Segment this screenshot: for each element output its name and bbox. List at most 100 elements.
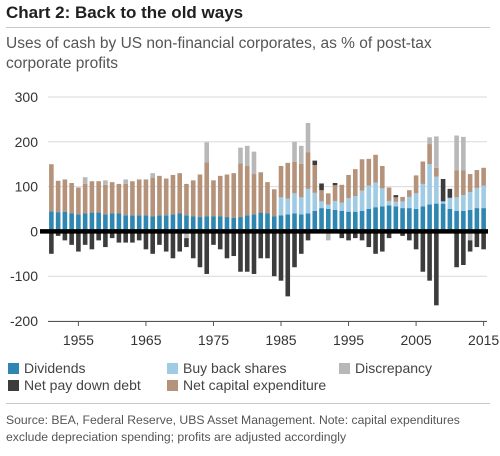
- bar-buy-back-shares-2009: [440, 201, 446, 204]
- bar-net-pay-down-debt-1967: [157, 231, 162, 245]
- bar-net-pay-down-debt-1971: [184, 238, 189, 248]
- y-axis: -200 -100 0 100 200 300: [10, 89, 38, 329]
- bar-dividends-1983: [265, 213, 270, 232]
- legend-item-dividends: Dividends: [8, 360, 85, 376]
- bar-dividends-1985: [278, 215, 284, 232]
- legend-swatch-net-capital-expenditure: [167, 380, 178, 391]
- legend-swatch-buy-back-shares: [167, 363, 178, 374]
- bar-dividends-2000: [380, 206, 385, 232]
- bar-net-capital-expenditure-1967: [157, 175, 162, 216]
- bar-dividends-2004: [407, 208, 412, 232]
- bar-discrepancy-1966: [150, 173, 155, 178]
- bar-dividends-2003: [400, 208, 405, 232]
- bar-net-capital-expenditure-1953: [62, 179, 68, 212]
- bar-buy-back-shares-2012: [461, 195, 466, 211]
- bar-buy-back-shares-1995: [346, 198, 351, 212]
- bar-buy-back-shares-1990: [312, 192, 318, 211]
- bar-buy-back-shares-1992: [325, 204, 331, 209]
- bar-buy-back-shares-1994: [339, 202, 345, 211]
- chart-legend: Dividends Buy back shares Discrepancy Ne…: [4, 355, 484, 395]
- bar-discrepancy-1979: [238, 147, 243, 164]
- bar-buy-back-shares-2015: [481, 185, 486, 209]
- bar-net-capital-expenditure-1993: [332, 185, 338, 201]
- bar-net-capital-expenditure-1992: [325, 193, 331, 205]
- bar-net-pay-down-debt-1991: [319, 183, 324, 191]
- bar-net-pay-down-debt-1974: [204, 231, 210, 274]
- bar-net-capital-expenditure-2008: [434, 167, 439, 177]
- legend-item-buy-back-shares: Buy back shares: [167, 360, 287, 376]
- bar-discrepancy-1992: [325, 231, 331, 241]
- bar-net-pay-down-debt-1972: [190, 231, 196, 259]
- bar-net-capital-expenditure-1998: [366, 158, 372, 186]
- bar-net-pay-down-debt-1962: [123, 231, 128, 243]
- bar-dividends-1995: [346, 211, 351, 232]
- bar-net-capital-expenditure-1971: [184, 183, 189, 216]
- x-tick-label: 1965: [130, 332, 161, 348]
- bar-dividends-1998: [366, 209, 372, 232]
- bar-dividends-1982: [258, 212, 264, 232]
- bar-dividends-1980: [244, 215, 250, 232]
- bar-buy-back-shares-1986: [285, 198, 291, 215]
- bar-dividends-1965: [143, 215, 149, 232]
- bar-dividends-1964: [136, 215, 142, 232]
- legend-swatch-net-pay-down-debt: [8, 380, 19, 391]
- legend-item-net-capital-expenditure: Net capital expenditure: [167, 377, 326, 393]
- bar-dividends-1991: [319, 208, 324, 232]
- bar-net-pay-down-debt-1970: [177, 231, 182, 252]
- chart-title: Chart 2: Back to the old ways: [6, 3, 244, 22]
- bar-dividends-1997: [359, 210, 365, 232]
- bar-dividends-2001: [386, 205, 392, 232]
- y-tick-label: 200: [15, 134, 39, 150]
- bar-discrepancy-1956: [82, 177, 88, 184]
- bar-net-pay-down-debt-1981: [251, 231, 257, 274]
- bar-net-capital-expenditure-1977: [224, 174, 230, 218]
- bar-net-capital-expenditure-2004: [407, 190, 412, 197]
- bar-net-pay-down-debt-1973: [197, 231, 203, 268]
- bar-buy-back-shares-2013: [467, 191, 473, 210]
- bar-net-capital-expenditure-1966: [150, 177, 155, 217]
- bar-net-pay-down-debt-1995: [346, 231, 351, 241]
- bar-discrepancy-1988: [298, 145, 304, 164]
- x-tick-label: 1955: [63, 332, 94, 348]
- bar-dividends-1974: [204, 216, 210, 232]
- bar-dividends-1988: [298, 214, 304, 232]
- bar-buy-back-shares-1991: [319, 201, 324, 209]
- bar-net-capital-expenditure-1994: [339, 184, 345, 203]
- bar-net-capital-expenditure-1956: [82, 183, 88, 214]
- bar-net-pay-down-debt-1975: [211, 231, 216, 245]
- chart-subtitle: Uses of cash by US non-financial corpora…: [6, 35, 432, 72]
- bar-net-pay-down-debt-1953: [62, 231, 68, 241]
- bar-dividends-1994: [339, 210, 345, 232]
- bar-buy-back-shares-1998: [366, 185, 372, 209]
- bar-net-pay-down-debt-1956: [82, 231, 88, 245]
- bar-net-capital-expenditure-1951: [49, 164, 54, 212]
- bar-dividends-1956: [82, 213, 88, 232]
- bar-dividends-1966: [150, 216, 155, 232]
- bar-net-capital-expenditure-2005: [413, 175, 419, 194]
- y-tick-label: 0: [30, 223, 38, 239]
- legend-label-buy-back-shares: Buy back shares: [183, 360, 287, 376]
- bar-dividends-1955: [76, 214, 81, 232]
- x-tick-label: 1975: [198, 332, 229, 348]
- bar-net-pay-down-debt-2013: [467, 240, 473, 252]
- bar-dividends-1958: [96, 212, 101, 232]
- bar-net-pay-down-debt-1985: [278, 231, 284, 281]
- bar-dividends-2005: [413, 209, 419, 232]
- bar-buy-back-shares-2000: [380, 188, 385, 207]
- bar-net-pay-down-debt-2009: [440, 178, 446, 202]
- bar-net-capital-expenditure-1978: [231, 173, 237, 218]
- bar-net-capital-expenditure-2002: [393, 197, 399, 202]
- bar-net-pay-down-debt-2006: [420, 231, 426, 272]
- bar-dividends-1990: [312, 210, 318, 232]
- bar-buy-back-shares-2002: [393, 201, 399, 207]
- bar-dividends-1984: [271, 216, 277, 232]
- bar-net-capital-expenditure-1985: [278, 165, 284, 198]
- bar-net-pay-down-debt-2002: [393, 195, 399, 198]
- x-tick-label: 1995: [333, 332, 364, 348]
- bar-dividends-1976: [217, 216, 223, 232]
- bar-net-capital-expenditure-1976: [217, 175, 223, 217]
- bar-net-pay-down-debt-1988: [298, 231, 304, 254]
- bar-net-pay-down-debt-1977: [224, 231, 230, 259]
- bar-net-pay-down-debt-1957: [89, 231, 95, 250]
- bar-buy-back-shares-2001: [386, 200, 392, 206]
